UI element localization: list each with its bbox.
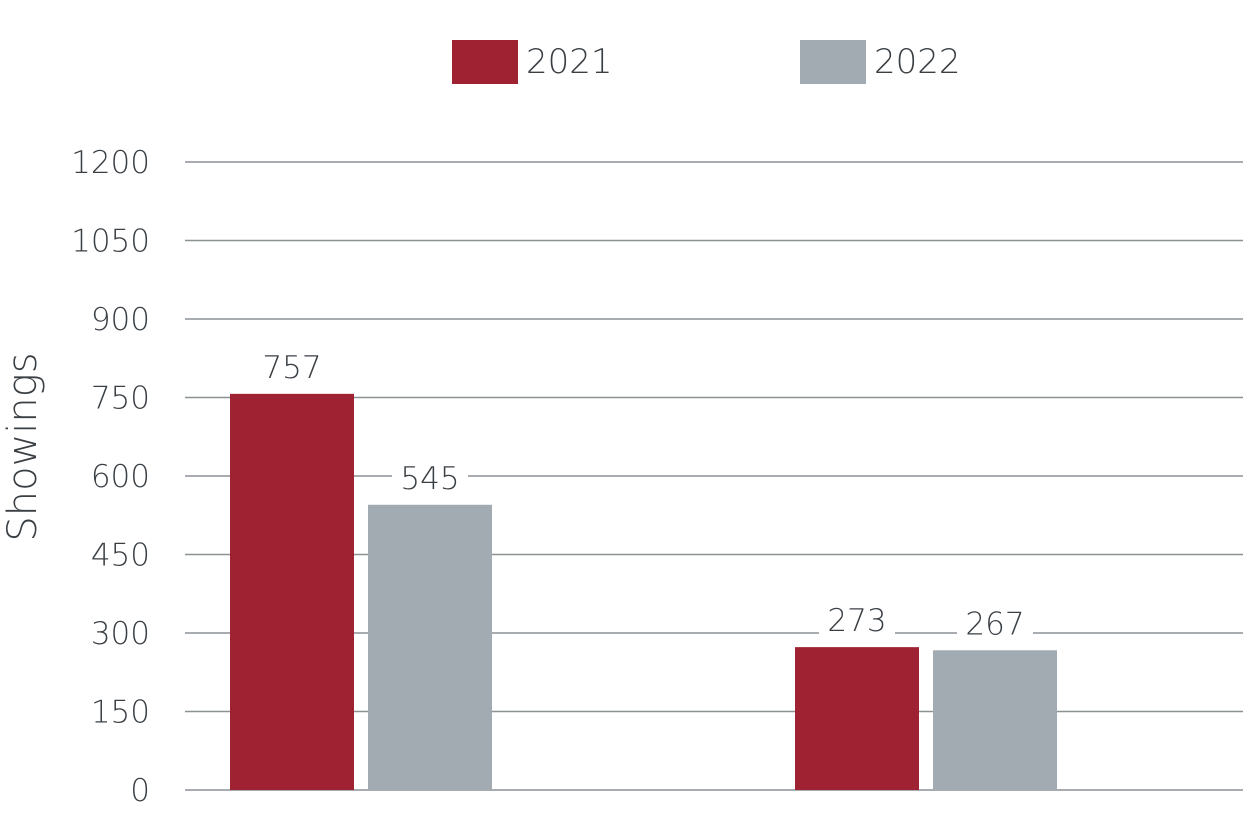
data-label-2022: 267 <box>965 606 1024 642</box>
legend-swatch-2021 <box>452 40 518 84</box>
legend-swatch-2022 <box>800 40 866 84</box>
y-tick-label: 600 <box>91 459 150 495</box>
legend: 2021 <box>452 40 613 84</box>
data-label-2021: 757 <box>262 350 321 386</box>
gridlines <box>185 161 1243 791</box>
bars <box>230 393 1057 790</box>
data-label-2022: 545 <box>400 461 459 497</box>
bar-2021 <box>230 393 354 790</box>
legend-2022: 2022 <box>800 40 961 84</box>
bar-2022 <box>933 650 1057 790</box>
y-tick-label: 150 <box>91 695 150 731</box>
y-axis-ticks: 0 150 300 450 600 750 900 1050 1200 <box>71 145 150 809</box>
y-tick-label: 0 <box>130 773 150 809</box>
legend-label-2022: 2022 <box>874 42 961 82</box>
data-label-background <box>254 349 330 386</box>
bar-2021 <box>795 647 919 790</box>
data-label-background <box>957 606 1033 643</box>
y-tick-label: 450 <box>91 538 150 574</box>
data-labels: 757 273 545 267 <box>254 349 1033 643</box>
y-tick-label: 750 <box>91 381 150 417</box>
data-label-background <box>392 460 468 497</box>
y-tick-label: 900 <box>91 302 150 338</box>
legend-label-2021: 2021 <box>526 42 613 82</box>
data-label-background <box>819 603 895 640</box>
y-tick-label: 1050 <box>71 224 150 260</box>
data-label-2021: 273 <box>827 603 886 639</box>
y-tick-label: 1200 <box>71 145 150 181</box>
y-axis-label: Showings <box>0 352 46 541</box>
y-tick-label: 300 <box>91 616 150 652</box>
bar-2022 <box>368 504 492 790</box>
